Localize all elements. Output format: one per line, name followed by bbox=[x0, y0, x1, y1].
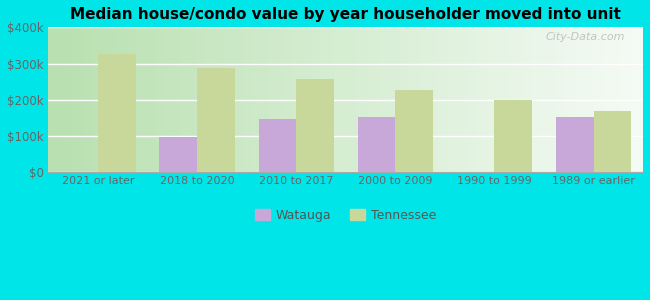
Text: City-Data.com: City-Data.com bbox=[546, 32, 625, 42]
Bar bbox=[296, 79, 334, 172]
Legend: Watauga, Tennessee: Watauga, Tennessee bbox=[250, 204, 442, 227]
Bar bbox=[197, 68, 235, 172]
Title: Median house/condo value by year householder moved into unit: Median house/condo value by year househo… bbox=[70, 7, 621, 22]
Bar bbox=[556, 117, 593, 172]
Bar bbox=[259, 118, 296, 172]
Bar bbox=[98, 55, 136, 172]
Bar bbox=[593, 111, 631, 172]
Bar bbox=[495, 100, 532, 172]
Bar bbox=[395, 90, 433, 172]
Bar bbox=[159, 137, 197, 172]
Bar bbox=[358, 117, 395, 172]
